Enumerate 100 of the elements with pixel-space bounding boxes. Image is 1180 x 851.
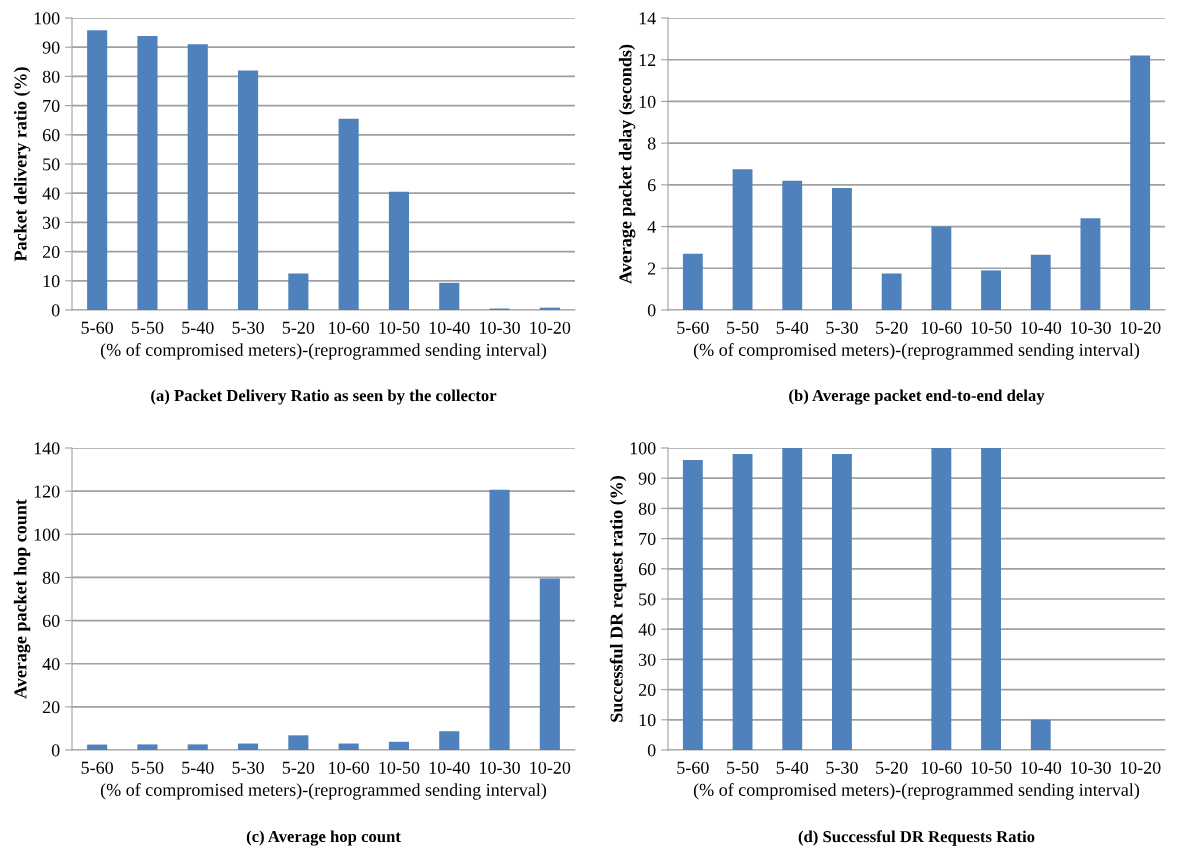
bar (881, 273, 902, 310)
y-tick-label: 6 (647, 179, 656, 192)
x-tick-label: 5-50 (131, 321, 164, 334)
x-tick-label: 10-60 (329, 761, 370, 774)
x-tick-label: 10-50 (971, 321, 1012, 334)
y-axis-title: Successful DR request ratio (%) (609, 476, 627, 722)
x-tick-label: 5-30 (826, 321, 858, 334)
x-tick-label: 10-30 (480, 761, 520, 774)
bar (439, 731, 460, 750)
x-tick-label: 10-50 (379, 761, 420, 774)
x-tick-label: 5-40 (182, 321, 214, 334)
y-tick-label: 80 (42, 571, 60, 584)
y-tick-label: 2 (647, 262, 656, 275)
y-tick-label: 0 (647, 744, 656, 757)
x-tick-label: 10-20 (530, 761, 571, 774)
bar (682, 460, 703, 750)
y-tick-label: 30 (639, 653, 656, 666)
bar (489, 489, 510, 750)
x-tick-label: 5-50 (727, 761, 759, 774)
bar (1080, 218, 1101, 310)
bar (187, 44, 208, 310)
y-tick-label: 14 (639, 12, 656, 25)
x-tick-label: 5-20 (282, 321, 315, 334)
x-tick-label: 10-50 (379, 321, 420, 334)
bar (732, 454, 753, 750)
bar (1030, 719, 1051, 750)
x-tick-label: 5-60 (81, 321, 114, 334)
y-tick-label: 90 (42, 41, 60, 54)
y-axis-title: Packet delivery ratio (%) (13, 67, 31, 262)
x-tick-label: 10-30 (1070, 321, 1111, 334)
bar (237, 70, 259, 310)
y-tick-label: 80 (638, 502, 656, 515)
bar (137, 36, 158, 310)
x-tick-label: 5-30 (232, 761, 264, 774)
y-tick-label: 10 (43, 275, 60, 288)
bar (87, 744, 108, 750)
x-tick-label: 5-60 (677, 761, 709, 774)
x-tick-label: 10-40 (429, 761, 470, 774)
y-tick-label: 70 (639, 532, 656, 546)
y-tick-label: 20 (638, 683, 656, 697)
x-tick-label: 5-60 (81, 761, 114, 774)
x-tick-label: 5-20 (876, 761, 908, 774)
bar (1130, 55, 1151, 310)
x-tick-label: 5-60 (677, 321, 709, 334)
x-tick-label: 10-30 (480, 321, 520, 334)
y-tick-label: 0 (647, 304, 656, 317)
bar (682, 253, 703, 310)
x-tick-label: 10-60 (329, 321, 370, 334)
x-tick-label: 5-40 (776, 321, 809, 334)
bar (338, 118, 359, 310)
y-tick-label: 100 (34, 528, 60, 541)
bar (237, 743, 259, 750)
bar (832, 454, 852, 750)
x-tick-label: 5-40 (776, 761, 809, 774)
y-tick-label: 60 (638, 563, 656, 576)
x-tick-label: 10-20 (530, 321, 571, 334)
bar (931, 226, 952, 310)
bar (187, 744, 208, 750)
y-tick-label: 4 (647, 220, 656, 233)
y-tick-label: 80 (42, 70, 60, 83)
x-tick-label: 10-60 (921, 321, 962, 334)
bar (732, 169, 753, 310)
x-tick-label: 10-60 (921, 761, 962, 774)
x-tick-label: 10-20 (1120, 761, 1161, 774)
y-tick-label: 30 (43, 216, 60, 229)
y-tick-label: 0 (51, 744, 60, 757)
x-axis-title: (% of compromised meters)-(reprogrammed sending interval) (693, 343, 1140, 360)
y-tick-label: 60 (42, 614, 60, 628)
x-tick-label: 5-30 (232, 321, 264, 334)
bar (539, 578, 560, 750)
y-tick-label: 0 (51, 304, 60, 317)
bar (981, 448, 1001, 750)
y-tick-label: 12 (639, 54, 656, 66)
y-tick-label: 100 (630, 442, 656, 455)
x-tick-label: 10-40 (1021, 321, 1062, 334)
text: (a) Packet Delivery Ratio as seen by the collector (151, 389, 497, 405)
text: (b) Average packet end-to-end delay (789, 389, 1045, 405)
y-tick-label: 10 (639, 95, 656, 108)
text: (d) Successful DR Requests Ratio (798, 830, 1035, 846)
y-tick-label: 40 (638, 623, 656, 636)
bar (87, 30, 108, 310)
y-tick-label: 20 (42, 701, 60, 714)
y-tick-label: 60 (42, 129, 60, 142)
x-tick-label: 10-30 (1070, 761, 1111, 774)
bar (288, 735, 309, 750)
y-tick-label: 50 (639, 593, 656, 606)
x-tick-label: 5-30 (826, 761, 858, 774)
x-tick-label: 5-50 (131, 761, 164, 774)
y-tick-label: 40 (42, 187, 60, 200)
x-tick-label: 5-20 (282, 761, 315, 774)
bar (388, 741, 410, 750)
bar (137, 744, 158, 750)
y-tick-label: 140 (34, 442, 60, 455)
text: (c) Average hop count (246, 830, 401, 846)
bar (782, 180, 803, 310)
bar (388, 191, 410, 310)
bar (439, 282, 460, 310)
x-tick-label: 10-40 (429, 321, 470, 334)
y-tick-label: 50 (43, 158, 60, 171)
x-tick-label: 10-40 (1021, 761, 1062, 774)
